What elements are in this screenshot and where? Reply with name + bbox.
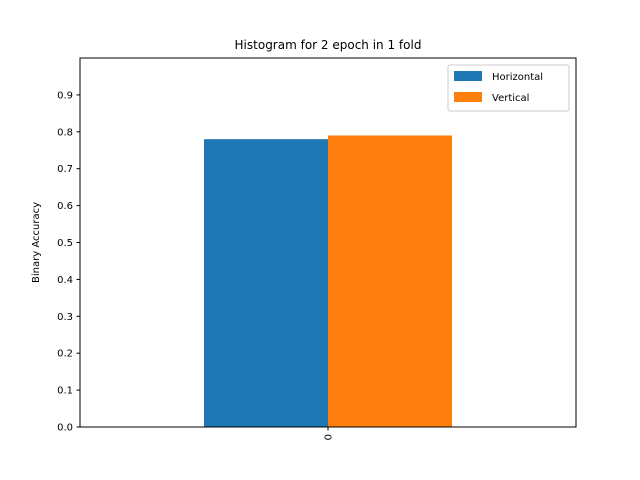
y-axis-label: Binary Accuracy [31, 202, 42, 283]
y-tick-label: 0.5 [57, 238, 73, 249]
y-tick-label: 0.1 [57, 386, 73, 397]
y-tick-label: 0.8 [57, 127, 73, 138]
y-tick-label: 0.9 [57, 90, 73, 101]
y-tick-label: 0.4 [57, 275, 73, 286]
y-tick-label: 0.0 [57, 423, 73, 434]
legend-label-horizontal: Horizontal [492, 72, 543, 83]
x-axis: 0 [324, 427, 335, 440]
bar-vertical [328, 135, 452, 428]
y-tick-label: 0.2 [57, 349, 73, 360]
legend: Horizontal Vertical [447, 64, 570, 112]
y-axis: 0.0 0.1 0.2 0.3 0.4 0.5 0.6 0.7 0.8 0.9 [57, 90, 80, 434]
legend-swatch-vertical [454, 92, 482, 102]
bars-group [204, 135, 452, 428]
y-tick-label: 0.6 [57, 201, 73, 212]
y-tick-label: 0.3 [57, 312, 73, 323]
legend-label-vertical: Vertical [492, 93, 529, 104]
bar-horizontal [204, 139, 328, 427]
chart-title: Histogram for 2 epoch in 1 fold [235, 38, 422, 52]
x-tick-label: 0 [324, 434, 335, 440]
legend-swatch-horizontal [454, 71, 482, 81]
y-tick-label: 0.7 [57, 164, 73, 175]
